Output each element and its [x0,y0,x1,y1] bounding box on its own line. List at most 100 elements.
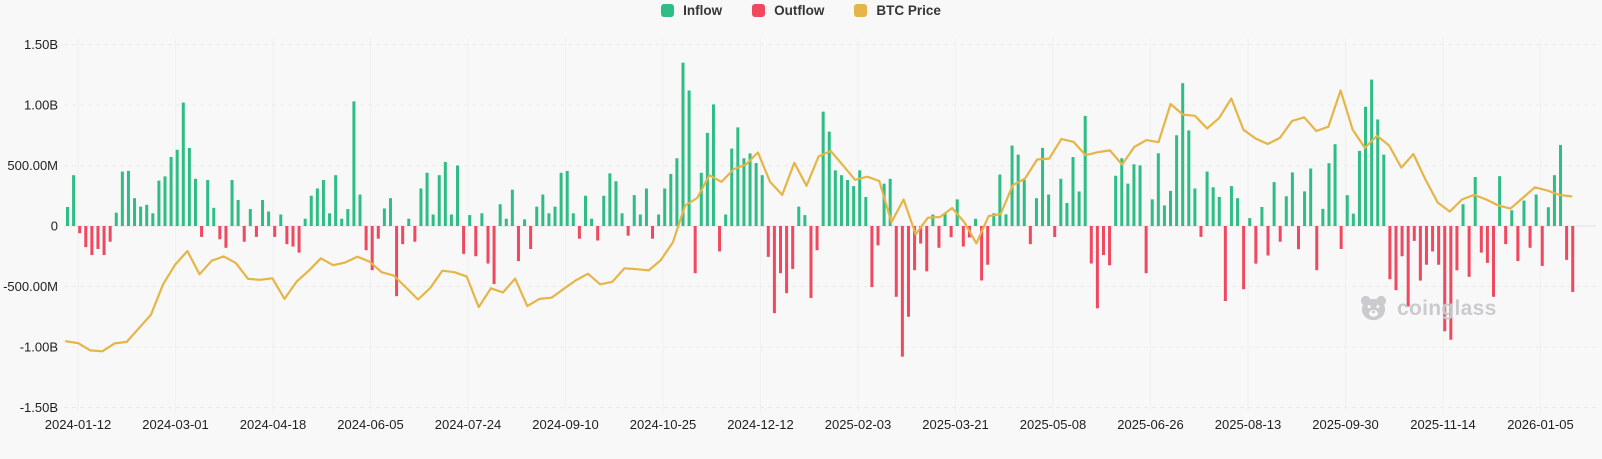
inflow-bar[interactable] [1150,199,1154,226]
outflow-bar[interactable] [1388,226,1392,280]
inflow-bar[interactable] [425,172,429,226]
inflow-bar[interactable] [711,104,715,226]
inflow-bar[interactable] [504,218,508,226]
outflow-bar[interactable] [1144,226,1148,274]
outflow-bar[interactable] [370,226,374,271]
outflow-bar[interactable] [1467,226,1471,277]
inflow-bar[interactable] [663,188,667,226]
inflow-bar[interactable] [279,214,283,227]
inflow-bar[interactable] [480,213,484,226]
legend-item-inflow[interactable]: Inflow [661,4,722,18]
outflow-bar[interactable] [1449,226,1453,340]
outflow-bar[interactable] [718,226,722,252]
inflow-bar[interactable] [1333,144,1337,226]
inflow-bar[interactable] [169,157,173,226]
outflow-bar[interactable] [1339,226,1343,249]
inflow-bar[interactable] [437,175,441,226]
inflow-bar[interactable] [340,218,344,226]
outflow-bar[interactable] [1412,226,1416,241]
inflow-bar[interactable] [206,180,210,226]
outflow-bar[interactable] [224,226,228,248]
inflow-bar[interactable] [407,218,411,226]
inflow-bar[interactable] [1187,130,1191,226]
inflow-bar[interactable] [1345,195,1349,227]
inflow-bar[interactable] [468,215,472,226]
outflow-bar[interactable] [1266,226,1270,256]
inflow-bar[interactable] [852,186,856,226]
outflow-bar[interactable] [1431,226,1435,252]
inflow-bar[interactable] [1169,190,1173,226]
outflow-bar[interactable] [486,226,490,264]
outflow-bar[interactable] [894,226,898,297]
inflow-bar[interactable] [175,149,179,226]
outflow-bar[interactable] [78,226,82,234]
inflow-bar[interactable] [114,212,118,226]
outflow-bar[interactable] [925,226,929,272]
inflow-bar[interactable] [1290,172,1294,226]
outflow-bar[interactable] [291,226,295,247]
inflow-bar[interactable] [1321,208,1325,226]
inflow-bar[interactable] [614,181,618,226]
legend-item-outflow[interactable]: Outflow [752,4,824,18]
inflow-bar[interactable] [1260,207,1264,226]
inflow-bar[interactable] [1284,196,1288,226]
inflow-bar[interactable] [657,214,661,227]
inflow-bar[interactable] [1327,163,1331,226]
inflow-bar[interactable] [583,195,587,226]
outflow-bar[interactable] [815,226,819,251]
inflow-bar[interactable] [1473,177,1477,227]
inflow-bar[interactable] [1522,200,1526,226]
inflow-bar[interactable] [1156,153,1160,226]
inflow-bar[interactable] [888,178,892,226]
inflow-bar[interactable] [992,213,996,226]
outflow-bar[interactable] [102,226,106,256]
inflow-bar[interactable] [66,207,69,226]
inflow-bar[interactable] [1303,191,1307,226]
inflow-bar[interactable] [669,173,673,226]
outflow-bar[interactable] [395,226,399,297]
inflow-bar[interactable] [821,111,825,226]
outflow-bar[interactable] [1528,226,1532,248]
outflow-bar[interactable] [492,226,496,285]
inflow-bar[interactable] [736,127,740,226]
inflow-bar[interactable] [120,171,124,226]
outflow-bar[interactable] [108,226,112,242]
inflow-bar[interactable] [1065,203,1069,226]
inflow-bar[interactable] [212,207,216,226]
inflow-bar[interactable] [839,175,843,226]
outflow-bar[interactable] [906,226,910,317]
inflow-bar[interactable] [1364,106,1368,226]
inflow-bar[interactable] [181,102,185,226]
inflow-bar[interactable] [1461,204,1465,226]
outflow-bar[interactable] [913,226,917,271]
outflow-bar[interactable] [297,226,301,253]
inflow-bar[interactable] [1077,191,1081,226]
inflow-bar[interactable] [620,213,624,226]
inflow-bar[interactable] [1217,196,1221,226]
outflow-bar[interactable] [1418,226,1422,281]
outflow-bar[interactable] [516,226,520,262]
outflow-bar[interactable] [84,226,88,248]
inflow-bar[interactable] [632,195,636,227]
outflow-bar[interactable] [1516,226,1520,262]
outflow-bar[interactable] [1400,226,1404,257]
inflow-bar[interactable] [230,180,234,226]
outflow-bar[interactable] [200,226,204,237]
outflow-bar[interactable] [1223,226,1227,302]
inflow-bar[interactable] [1248,218,1252,226]
inflow-bar[interactable] [541,194,545,226]
inflow-bar[interactable] [1193,188,1197,226]
outflow-bar[interactable] [96,226,100,249]
inflow-bar[interactable] [724,214,728,227]
legend-item-btc-price[interactable]: BTC Price [854,4,941,18]
inflow-bar[interactable] [352,101,356,226]
inflow-bar[interactable] [358,194,362,226]
inflow-bar[interactable] [1534,194,1538,226]
outflow-bar[interactable] [529,226,533,249]
inflow-bar[interactable] [145,204,149,226]
inflow-bar[interactable] [328,213,332,226]
inflow-bar[interactable] [1357,150,1361,226]
inflow-bar[interactable] [797,206,801,226]
inflow-bar[interactable] [559,172,563,226]
outflow-bar[interactable] [1278,226,1282,242]
